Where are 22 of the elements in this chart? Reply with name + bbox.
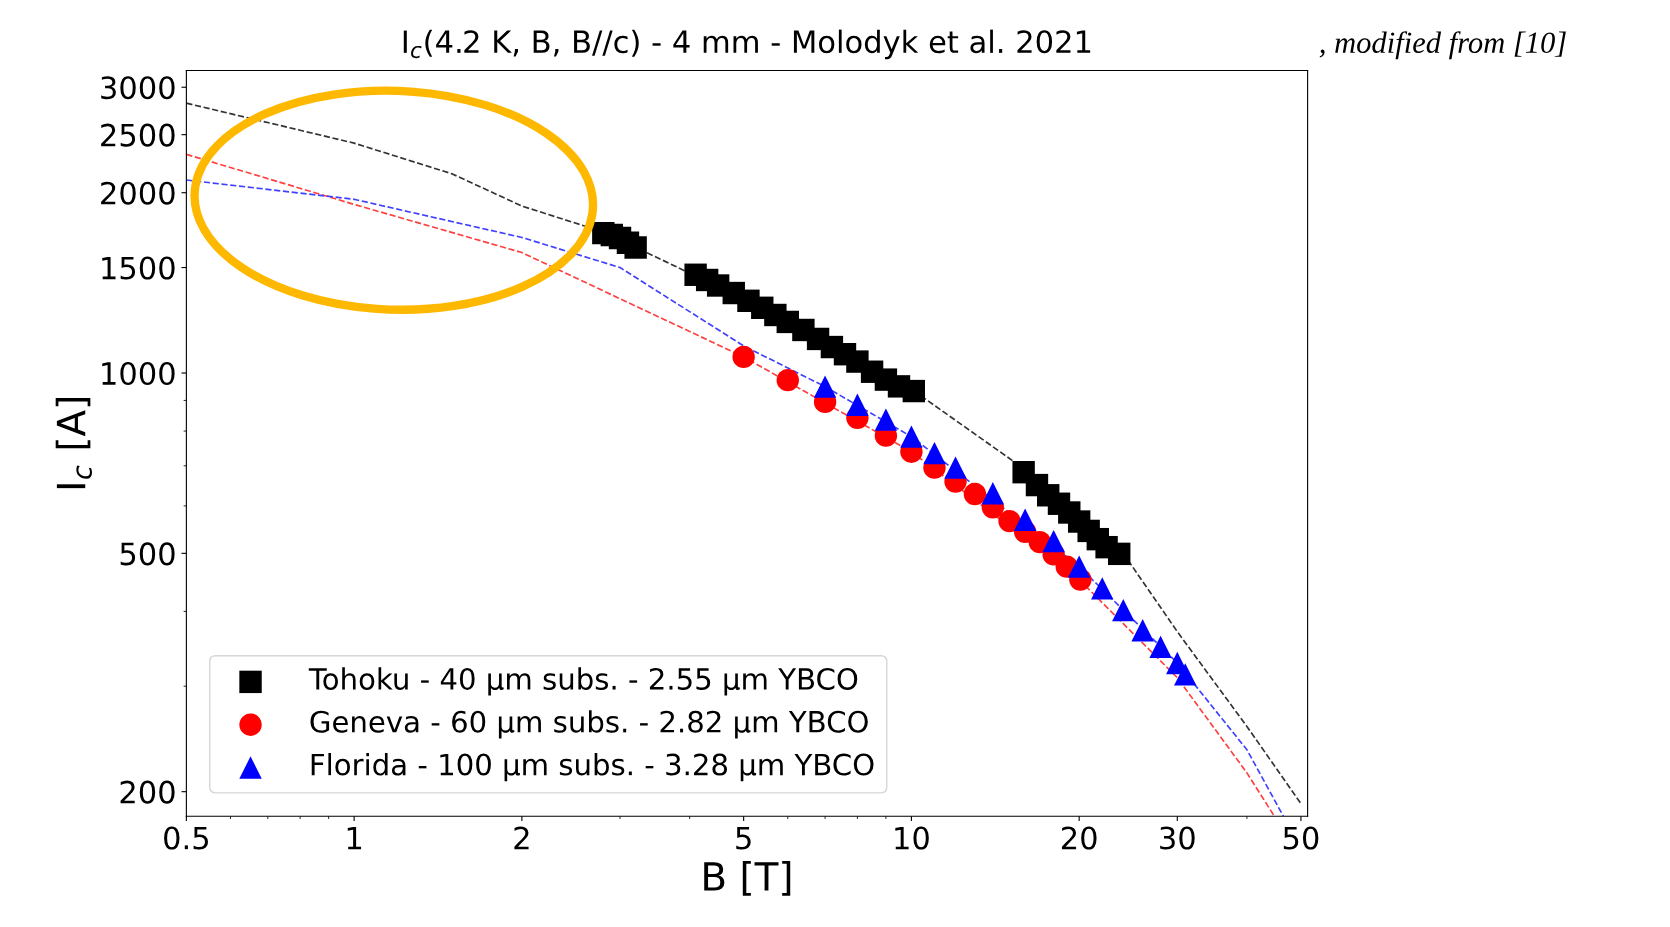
y-tick-label: 1500 <box>102 256 175 280</box>
x-tick-label: 1 <box>347 826 362 850</box>
x-tick-label: 10 <box>895 826 929 850</box>
legend-label: Florida - 100 µm subs. - 3.28 µm YBCO <box>311 753 874 782</box>
y-axis-title: I$_{c}$ [A] <box>55 398 92 489</box>
y-tick-label: 2000 <box>101 181 175 205</box>
x-tick-label: 20 <box>1061 826 1097 850</box>
y-tick-label: 500 <box>120 542 175 566</box>
legend-label: Tohoku - 40 µm subs. - 2.55 µm YBCO <box>308 667 858 696</box>
x-axis-title: B [T] <box>704 861 791 896</box>
x-tick-label: 30 <box>1160 826 1195 850</box>
x-tick-label: 50 <box>1283 826 1319 850</box>
legend-label: Geneva - 60 µm subs. - 2.82 µm YBCO <box>310 710 868 739</box>
y-tick-label: 2500 <box>101 123 175 147</box>
y-tick-label: 3000 <box>101 76 175 100</box>
x-tick-label: 0.5 <box>164 826 208 850</box>
text: , modified from [10] <box>1319 31 1566 60</box>
y-tick-label: 200 <box>120 780 175 804</box>
chart-title: I$_{c}$(4.2 K, B, B//c) - 4 mm - Molodyk et al. 2021 <box>403 29 1091 60</box>
x-tick-label: 2 <box>514 826 529 850</box>
x-tick-label: 5 <box>736 826 751 850</box>
y-tick-label: 1000 <box>102 361 175 386</box>
